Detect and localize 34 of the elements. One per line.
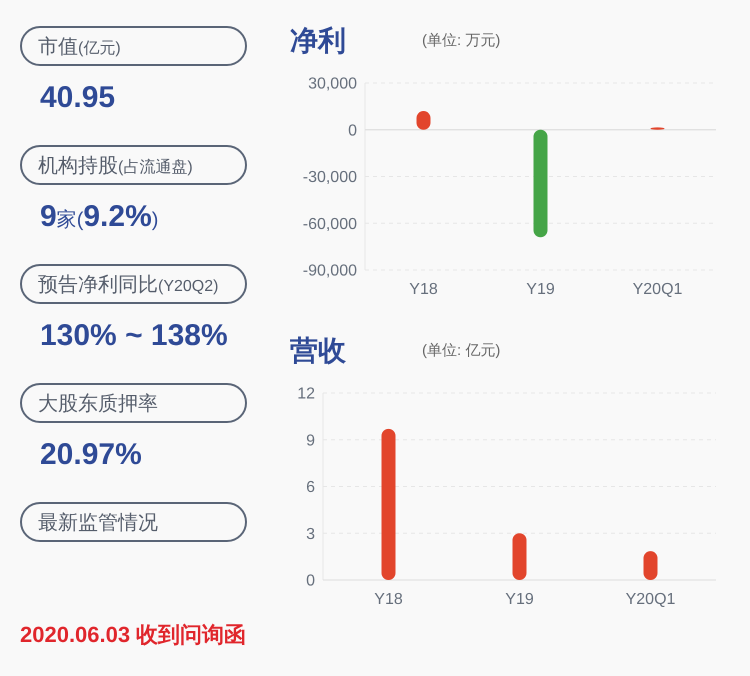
chart-title: 营收 xyxy=(289,335,347,366)
y-tick-label: -30,000 xyxy=(302,169,358,186)
x-tick-label: Y19 xyxy=(526,281,555,298)
text: 40.95 xyxy=(40,81,116,114)
text: 预告净利同比(Y20Q2) xyxy=(38,274,218,296)
chart-subtitle: (单位: 亿元) xyxy=(422,342,500,359)
y-tick-label: -60,000 xyxy=(302,216,358,233)
text: 20.97% xyxy=(40,438,142,471)
y-tick-label: 0 xyxy=(348,122,358,140)
chart-subtitle: (单位: 万元) xyxy=(422,32,500,49)
y-tick-label: 12 xyxy=(297,386,316,403)
text: 机构持股(占流通盘) xyxy=(38,155,193,177)
x-tick-label: Y20Q1 xyxy=(632,281,683,298)
text: 最新监管情况 xyxy=(38,512,158,534)
text: 130% ~ 138% xyxy=(40,319,228,352)
y-tick-label: 30,000 xyxy=(308,76,358,93)
y-tick-label: 6 xyxy=(306,479,316,496)
x-tick-label: Y20Q1 xyxy=(626,591,676,608)
text: 市值(亿元) xyxy=(38,36,121,58)
bar xyxy=(382,428,396,580)
x-tick-label: Y19 xyxy=(505,591,534,608)
y-tick-label: -90,000 xyxy=(302,262,358,280)
x-tick-label: Y18 xyxy=(409,281,438,298)
bar xyxy=(534,130,548,238)
y-tick-label: 0 xyxy=(306,572,316,590)
chart-title: 净利 xyxy=(290,25,346,56)
bar xyxy=(512,533,526,580)
x-tick-label: Y18 xyxy=(374,591,403,608)
text: 2020.06.03 收到问询函 xyxy=(20,622,246,647)
y-tick-label: 3 xyxy=(306,526,316,543)
bar xyxy=(644,551,658,580)
text: 9家(9.2%) xyxy=(40,200,158,233)
text: 大股东质押率 xyxy=(38,393,158,415)
y-tick-label: 9 xyxy=(306,432,316,450)
